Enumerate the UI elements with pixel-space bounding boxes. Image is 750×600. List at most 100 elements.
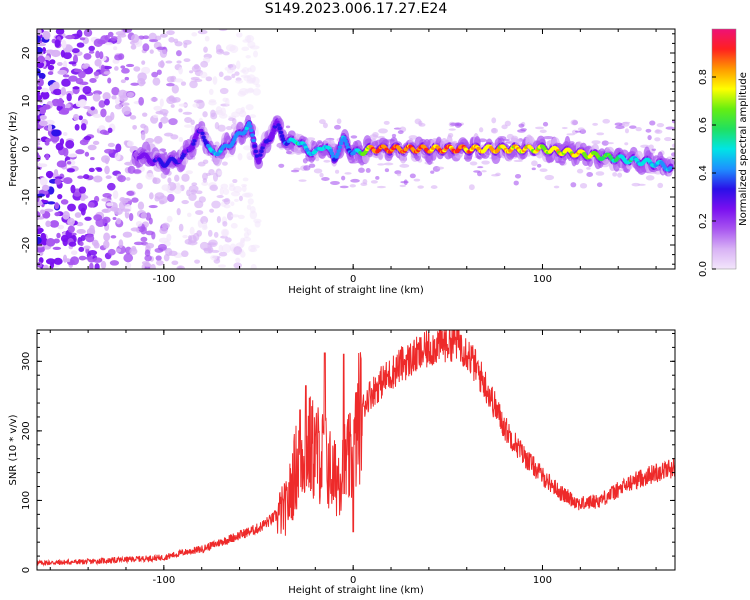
heatmap-noise-blob bbox=[137, 72, 148, 82]
heatmap-noise-blob bbox=[47, 71, 54, 76]
heatmap-noise-blob bbox=[222, 220, 228, 227]
heatmap-noise-blob bbox=[144, 249, 151, 257]
heatmap-noise-blob bbox=[98, 100, 106, 108]
heatmap-noise-blob bbox=[350, 135, 358, 139]
heatmap-noise-blob bbox=[478, 127, 484, 133]
heatmap-noise-blob bbox=[160, 116, 169, 124]
heatmap-ridge-core bbox=[344, 142, 349, 147]
heatmap-noise-blob bbox=[76, 29, 83, 38]
heatmap-noise-blob bbox=[101, 155, 111, 163]
heatmap-noise-blob bbox=[360, 182, 368, 187]
heatmap-noise-blob bbox=[141, 66, 151, 75]
heatmap-noise-blob bbox=[103, 240, 110, 249]
heatmap-noise-blob bbox=[194, 259, 200, 264]
heatmap-noise-blob bbox=[247, 155, 254, 161]
heatmap-noise-blob bbox=[534, 126, 545, 130]
heatmap-noise-blob bbox=[181, 173, 190, 182]
heatmap-noise-blob bbox=[319, 119, 326, 125]
heatmap-noise-blob bbox=[140, 80, 146, 85]
heatmap-noise-blob bbox=[115, 97, 120, 105]
heatmap-noise-blob bbox=[67, 203, 76, 212]
heatmap-noise-blob bbox=[350, 178, 360, 183]
heatmap-ridge-core bbox=[192, 139, 197, 143]
heatmap-noise-blob bbox=[654, 137, 661, 142]
heatmap-noise-blob bbox=[83, 135, 92, 141]
heatmap-noise-blob bbox=[74, 123, 80, 131]
heatmap-noise-blob bbox=[592, 122, 598, 126]
heatmap-noise-blob bbox=[117, 175, 126, 183]
heatmap-noise-blob bbox=[286, 150, 293, 155]
heatmap-noise-blob bbox=[188, 70, 194, 74]
heatmap-noise-blob bbox=[617, 172, 623, 178]
heatmap-noise-blob bbox=[156, 46, 166, 51]
heatmap-noise-blob bbox=[248, 244, 256, 253]
heatmap-noise-blob bbox=[132, 124, 137, 130]
heatmap-noise-blob bbox=[43, 30, 51, 40]
heatmap-noise-blob bbox=[40, 237, 48, 246]
heatmap-noise-blob bbox=[106, 182, 116, 191]
heatmap-noise-blob bbox=[645, 175, 655, 181]
heatmap-noise-blob bbox=[513, 180, 519, 186]
heatmap-noise-blob bbox=[145, 242, 155, 249]
heatmap-noise-blob bbox=[178, 136, 184, 143]
heatmap-noise-blob bbox=[615, 125, 625, 130]
heatmap-noise-blob bbox=[174, 41, 183, 47]
heatmap-noise-blob bbox=[376, 185, 387, 189]
heatmap-noise-blob bbox=[193, 63, 200, 70]
heatmap-noise-blob bbox=[586, 167, 591, 170]
heatmap-noise-blob bbox=[61, 78, 71, 87]
heatmap-noise-blob bbox=[383, 162, 394, 166]
heatmap-noise-blob bbox=[671, 119, 675, 124]
heatmap-noise-blob bbox=[57, 69, 68, 75]
heatmap-noise-blob bbox=[229, 45, 239, 53]
heatmap-ridge-core bbox=[200, 131, 205, 136]
snr-ytick-label: 300 bbox=[21, 352, 32, 371]
heatmap-noise-blob bbox=[107, 77, 112, 84]
snr-ytick-label: 0 bbox=[21, 567, 32, 573]
heatmap-ridge-core bbox=[271, 128, 277, 132]
heatmap-noise-blob bbox=[321, 177, 330, 181]
snr-ytick-label: 200 bbox=[21, 421, 32, 440]
heatmap-noise-blob bbox=[211, 200, 221, 209]
heatmap-noise-blob bbox=[42, 264, 49, 269]
heatmap-noise-blob bbox=[151, 71, 159, 78]
heatmap-noise-blob bbox=[165, 60, 173, 64]
heatmap-noise-blob bbox=[38, 120, 48, 127]
heatmap-noise-blob bbox=[574, 130, 581, 133]
heatmap-ridge-core bbox=[247, 124, 253, 129]
heatmap-noise-blob bbox=[53, 257, 63, 265]
heatmap-noise-blob bbox=[238, 195, 243, 202]
heatmap-noise-blob bbox=[54, 178, 62, 185]
heatmap-noise-blob bbox=[54, 39, 61, 48]
heatmap-noise-blob bbox=[178, 108, 183, 113]
heatmap-noise-blob bbox=[205, 76, 213, 82]
heatmap-noise-blob bbox=[323, 159, 331, 163]
heatmap-noise-blob bbox=[183, 124, 193, 128]
heatmap-noise-blob bbox=[171, 84, 179, 94]
heatmap-noise-blob bbox=[130, 227, 140, 232]
heatmap-noise-blob bbox=[100, 64, 105, 74]
heatmap-noise-blob bbox=[349, 184, 356, 188]
heatmap-noise-blob bbox=[182, 234, 188, 239]
heatmap-noise-blob bbox=[154, 196, 160, 202]
heatmap-noise-blob bbox=[107, 127, 113, 133]
heatmap-noise-blob bbox=[87, 250, 98, 256]
heatmap-noise-blob bbox=[56, 160, 67, 168]
heatmap-noise-blob bbox=[120, 208, 131, 212]
heatmap-noise-blob bbox=[396, 172, 402, 177]
heatmap-noise-blob bbox=[233, 246, 243, 256]
heatmap-noise-blob bbox=[232, 118, 237, 125]
heatmap-noise-blob bbox=[58, 109, 69, 115]
heatmap-noise-blob bbox=[57, 193, 63, 200]
heatmap-noise-blob bbox=[226, 211, 234, 221]
heatmap-noise-blob bbox=[218, 244, 224, 253]
heatmap-noise-blob bbox=[105, 175, 112, 180]
heatmap-noise-blob bbox=[225, 126, 233, 131]
heatmap-ridge-core bbox=[191, 142, 196, 146]
heatmap-ridge-core bbox=[260, 145, 265, 150]
heatmap-noise-blob bbox=[240, 251, 246, 258]
heatmap-noise-blob bbox=[159, 98, 164, 107]
heatmap-noise-blob bbox=[63, 51, 72, 60]
heatmap-noise-blob bbox=[115, 143, 122, 153]
heatmap-noise-blob bbox=[334, 169, 340, 174]
